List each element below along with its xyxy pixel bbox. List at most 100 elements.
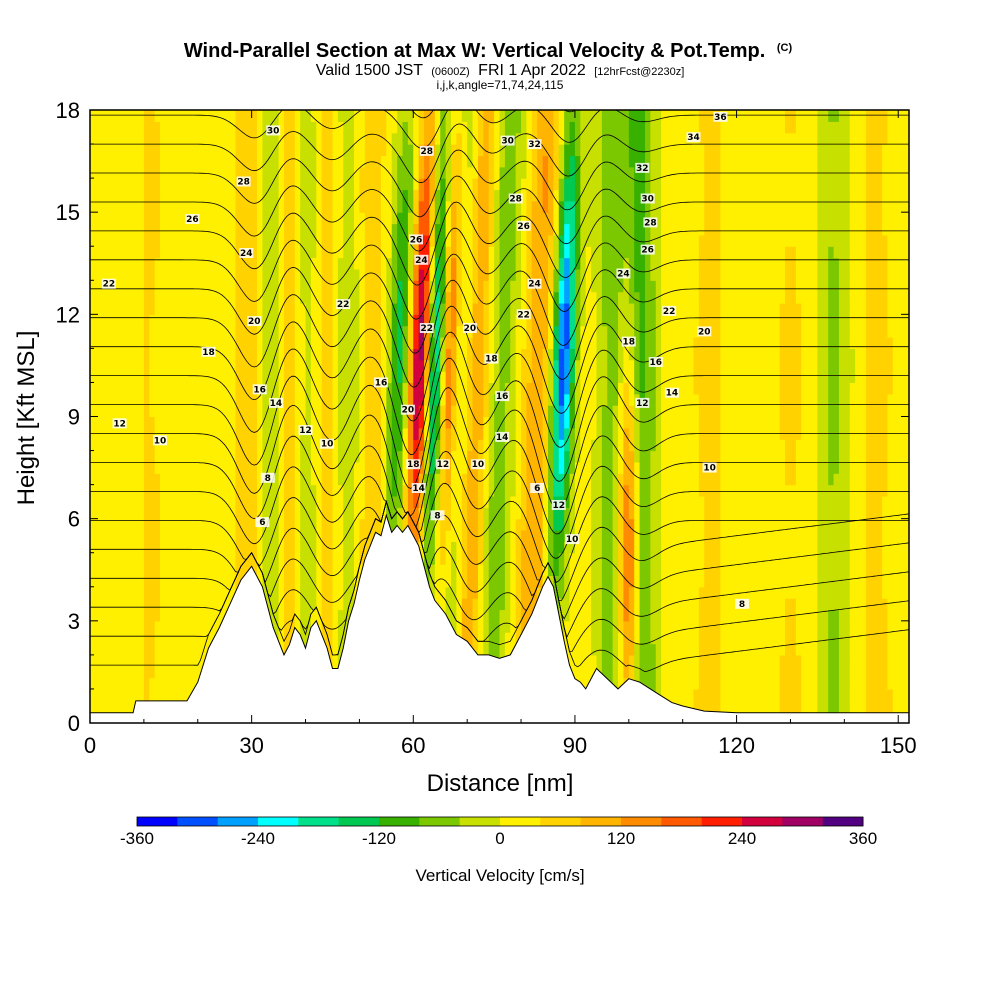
velocity-cell [418, 280, 425, 293]
velocity-cell [213, 416, 220, 429]
velocity-cell [456, 325, 463, 338]
velocity-cell [359, 302, 366, 315]
velocity-cell [181, 495, 188, 508]
velocity-cell [294, 564, 301, 577]
velocity-cell [531, 461, 538, 474]
velocity-cell [434, 541, 441, 554]
velocity-cell [181, 121, 188, 134]
velocity-cell [149, 688, 156, 701]
velocity-cell [440, 314, 447, 327]
velocity-cell [133, 541, 140, 554]
velocity-cell [526, 291, 533, 304]
velocity-cell [267, 280, 274, 293]
velocity-cell [235, 473, 242, 486]
velocity-cell [257, 393, 264, 406]
velocity-cell [251, 280, 258, 293]
velocity-cell [165, 677, 172, 690]
velocity-cell [90, 552, 96, 565]
velocity-cell [499, 541, 506, 554]
velocity-cell [364, 291, 371, 304]
velocity-cell [499, 155, 506, 168]
velocity-cell [251, 110, 258, 122]
velocity-cell [122, 688, 129, 701]
velocity-cell [310, 586, 317, 599]
velocity-cell [149, 132, 156, 145]
velocity-cell [359, 405, 366, 418]
velocity-cell [289, 291, 296, 304]
velocity-cell [434, 178, 441, 191]
velocity-cell [133, 371, 140, 384]
velocity-cell [424, 530, 431, 542]
velocity-cell [310, 416, 317, 429]
velocity-cell [461, 189, 468, 202]
velocity-cell [364, 268, 371, 281]
velocity-cell [461, 427, 468, 440]
velocity-cell [116, 609, 123, 622]
velocity-cell [176, 416, 183, 429]
velocity-cell [364, 507, 371, 520]
velocity-cell [213, 393, 220, 406]
velocity-cell [515, 598, 522, 611]
velocity-cell [154, 234, 161, 247]
velocity-cell [407, 132, 414, 145]
velocity-cell [224, 507, 231, 520]
velocity-cell [332, 450, 339, 463]
velocity-cell [95, 280, 102, 293]
velocity-cell [580, 575, 587, 588]
velocity-cell [100, 405, 107, 418]
velocity-cell [461, 144, 468, 157]
velocity-cell [95, 325, 102, 338]
velocity-cell [515, 473, 522, 486]
velocity-cell [278, 314, 285, 327]
velocity-cell [499, 223, 506, 236]
velocity-cell [510, 257, 517, 270]
velocity-cell [289, 586, 296, 599]
velocity-cell [574, 598, 581, 611]
velocity-cell [477, 166, 484, 179]
velocity-cell [332, 484, 339, 497]
velocity-cell [434, 382, 441, 395]
velocity-cell [186, 200, 193, 213]
velocity-cell [106, 530, 113, 542]
velocity-cell [235, 144, 242, 157]
velocity-cell [477, 598, 484, 611]
velocity-cell [267, 212, 274, 225]
velocity-cell [90, 439, 96, 452]
velocity-cell [542, 166, 549, 179]
velocity-cell [154, 314, 161, 327]
velocity-cell [451, 189, 457, 202]
velocity-cell [580, 507, 587, 520]
velocity-cell [160, 416, 167, 429]
velocity-cell [521, 461, 528, 474]
velocity-cell [359, 144, 366, 157]
velocity-cell [515, 178, 522, 191]
velocity-cell [424, 541, 431, 554]
velocity-cell [569, 325, 576, 338]
velocity-cell [510, 382, 517, 395]
velocity-cell [370, 132, 377, 145]
velocity-cell [100, 393, 107, 406]
velocity-cell [100, 382, 107, 395]
velocity-cell [494, 643, 501, 656]
velocity-cell [445, 371, 452, 384]
velocity-cell [170, 371, 177, 384]
velocity-cell [197, 268, 204, 281]
velocity-cell [585, 586, 592, 599]
velocity-cell [337, 268, 344, 281]
velocity-cell [407, 325, 414, 338]
velocity-cell [375, 325, 382, 338]
velocity-cell [267, 325, 274, 338]
velocity-cell [445, 518, 452, 531]
velocity-cell [429, 541, 436, 554]
velocity-cell [391, 484, 398, 497]
velocity-cell [224, 200, 231, 213]
velocity-cell [181, 382, 188, 395]
velocity-cell [429, 337, 436, 349]
velocity-cell [370, 337, 377, 349]
velocity-cell [149, 677, 156, 690]
velocity-cell [429, 427, 436, 440]
velocity-cell [116, 461, 123, 474]
velocity-cell [90, 178, 96, 191]
velocity-cell [165, 291, 172, 304]
velocity-cell [574, 314, 581, 327]
